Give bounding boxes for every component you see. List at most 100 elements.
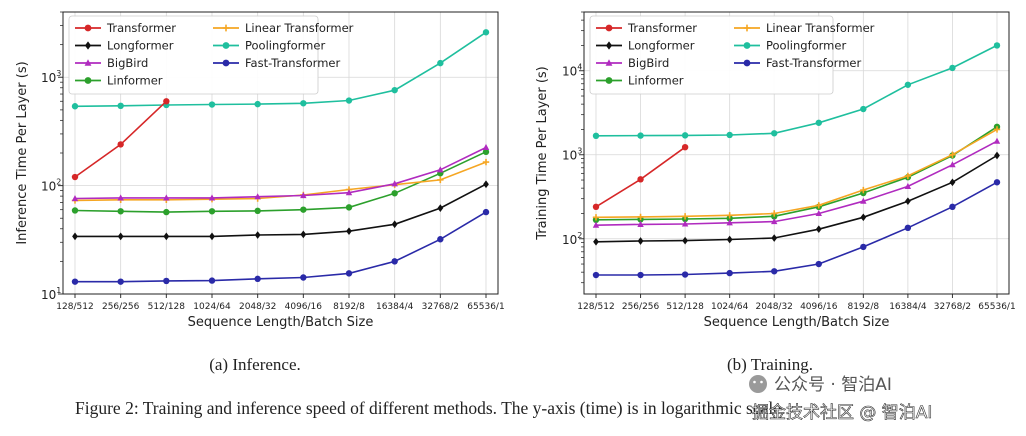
legend-label: Linear Transformer (766, 21, 875, 35)
x-tick-label: 16384/4 (889, 302, 927, 312)
data-point (117, 102, 124, 110)
data-point (482, 158, 490, 166)
data-point (222, 24, 230, 32)
data-point (592, 221, 600, 228)
data-point (300, 206, 307, 213)
legend-label: BigBird (628, 56, 669, 70)
data-point (993, 179, 1001, 186)
data-point (637, 176, 644, 183)
data-point (345, 97, 353, 104)
data-point (71, 195, 79, 202)
legend-entry: Fast-Transformer (734, 56, 861, 70)
data-point (254, 100, 261, 108)
x-tick-label: 8192/8 (333, 302, 365, 312)
data-point (949, 64, 956, 72)
data-point (726, 212, 733, 219)
data-point (993, 137, 1001, 144)
data-point (860, 105, 867, 113)
data-point (482, 148, 490, 156)
data-point (905, 197, 911, 206)
legend-entry: Fast-Transformer (213, 56, 340, 70)
data-point (300, 230, 307, 239)
data-point (391, 180, 398, 187)
legend-entry: Linformer (75, 74, 163, 88)
legend-box (68, 15, 319, 95)
data-point (437, 59, 444, 67)
x-tick-label: 32768/2 (422, 302, 459, 312)
series-line (75, 211, 487, 283)
data-point (743, 24, 751, 32)
data-point (254, 275, 261, 283)
series-longformer (593, 151, 1000, 246)
legend-entry: Linear Transformer (213, 21, 354, 35)
series-line (595, 154, 998, 243)
legend-label: BigBird (107, 56, 148, 70)
legend-entry: Poolingformer (734, 39, 846, 53)
legend-entry: BigBird (596, 56, 669, 70)
legend-label: Linformer (107, 74, 163, 88)
data-point (605, 59, 613, 66)
legend-label: Transformer (627, 21, 697, 35)
x-tick-label: 65536/1 (467, 302, 504, 312)
data-point (815, 209, 822, 217)
data-point (682, 236, 688, 245)
inference-subtitle: (a) Inference. (209, 355, 301, 374)
legend-entry: Linformer (596, 74, 684, 88)
figure-caption: Figure 2: Training and inference speed o… (75, 398, 785, 418)
data-point (815, 260, 822, 268)
data-point (163, 194, 170, 201)
data-point (391, 220, 398, 229)
legend: Transformer Longformer BigBird Linformer Lin… (68, 15, 354, 95)
watermark-line1: 公众号 · 智泊AI (774, 375, 892, 395)
legend-label: Fast-Transformer (245, 56, 340, 70)
data-point (605, 41, 613, 50)
legend-label: Transformer (106, 21, 176, 35)
legend-label: Linformer (628, 74, 684, 88)
series-line (74, 146, 487, 200)
data-point (726, 235, 733, 244)
x-tick-label: 128/512 (577, 302, 614, 312)
y-tick-exponent: 1 (56, 286, 61, 295)
data-point (993, 42, 1001, 49)
data-point (815, 225, 822, 234)
data-point (605, 24, 613, 32)
data-point (163, 98, 170, 105)
data-point (254, 231, 261, 239)
data-point (681, 220, 689, 227)
data-point (71, 207, 79, 214)
data-point (209, 232, 215, 241)
data-point (84, 41, 92, 50)
data-point (726, 219, 733, 226)
data-point (994, 151, 1000, 160)
data-point (437, 204, 444, 212)
data-point (637, 220, 644, 228)
data-point (117, 141, 124, 148)
data-point (222, 42, 230, 49)
data-point (163, 208, 170, 216)
y-tick-base: 10 (562, 149, 577, 163)
y-tick-exponent: 3 (56, 69, 61, 78)
data-point (345, 204, 353, 211)
legend: Transformer Longformer BigBird Linformer Lin… (589, 15, 875, 95)
data-point (163, 232, 170, 241)
y-axis-label: Inference Time Per Layer (s) (15, 61, 30, 244)
data-point (300, 274, 307, 281)
data-point (949, 178, 956, 187)
data-point (391, 190, 398, 197)
y-tick-label: 102 (562, 231, 582, 247)
data-point (222, 59, 230, 67)
legend-label: Linear Transformer (245, 21, 354, 35)
y-tick-label: 103 (562, 147, 582, 163)
y-tick-label: 104 (562, 63, 582, 79)
x-tick-label: 16384/4 (376, 302, 414, 312)
wechat-icon-eye (760, 380, 763, 384)
data-point (84, 24, 92, 32)
y-tick-label: 101 (41, 286, 61, 302)
data-point (254, 193, 261, 200)
data-point (592, 271, 600, 279)
data-point (300, 100, 307, 107)
data-point (771, 268, 778, 275)
legend-entry: Poolingformer (213, 39, 325, 53)
series-line (595, 140, 998, 226)
